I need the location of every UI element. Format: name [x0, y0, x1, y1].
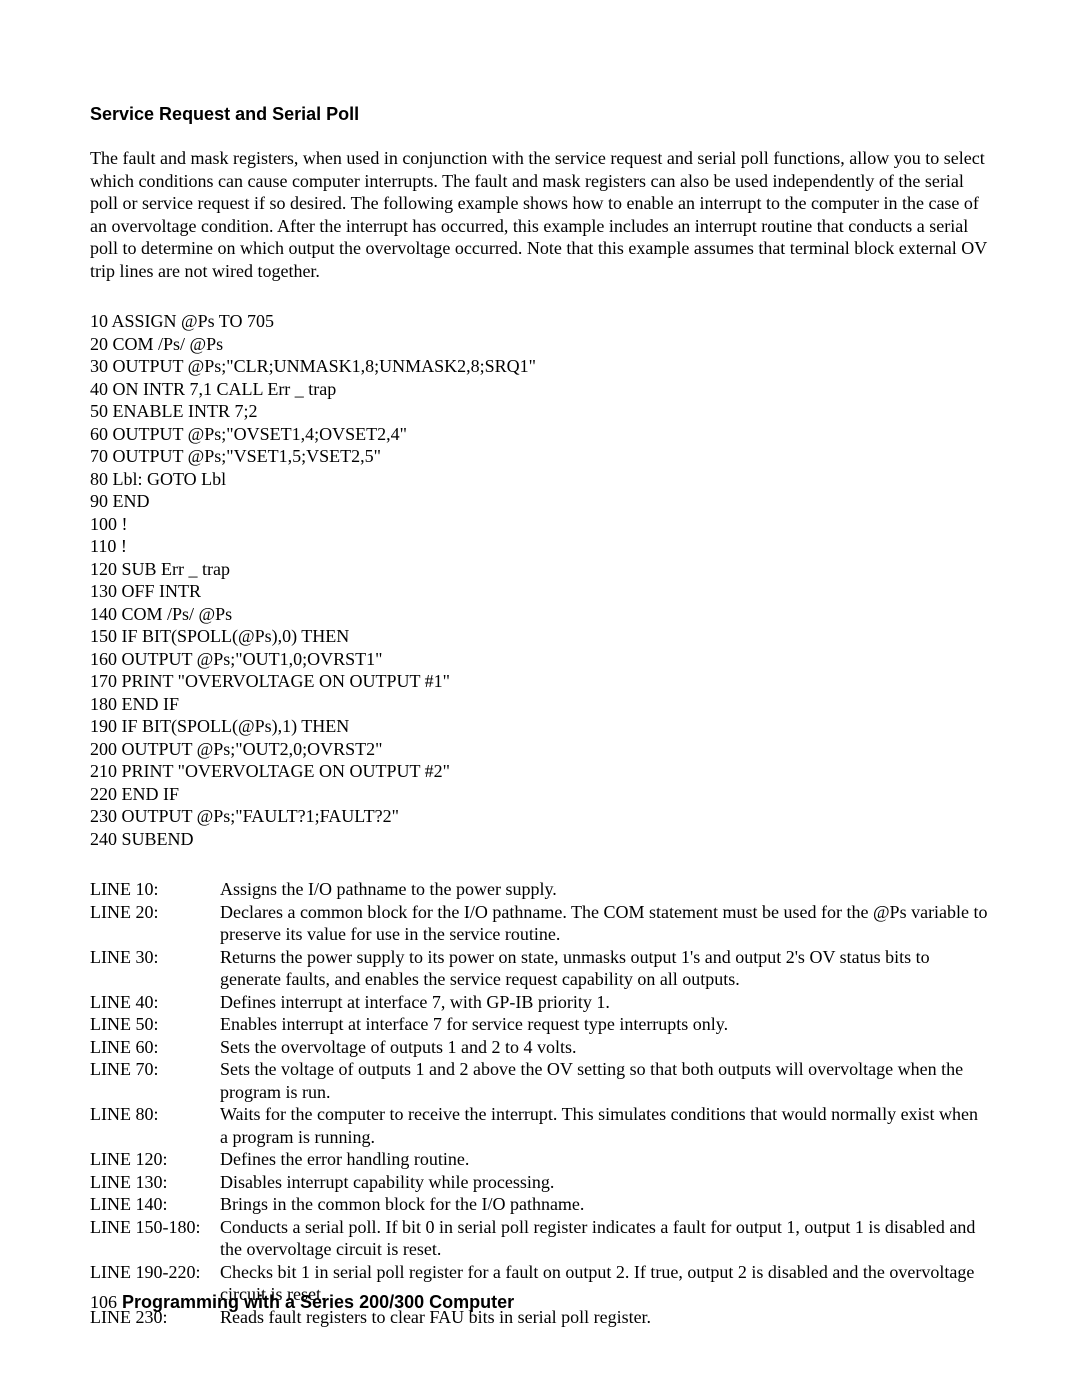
page-number: 106 [90, 1292, 117, 1312]
section-heading: Service Request and Serial Poll [90, 104, 990, 125]
description-label: LINE 30: [90, 946, 220, 969]
code-line: 70 OUTPUT @Ps;"VSET1,5;VSET2,5" [90, 445, 990, 468]
code-line: 240 SUBEND [90, 828, 990, 851]
description-text: Conducts a serial poll. If bit 0 in seri… [220, 1216, 990, 1261]
intro-paragraph: The fault and mask registers, when used … [90, 147, 990, 282]
code-line: 200 OUTPUT @Ps;"OUT2,0;OVRST2" [90, 738, 990, 761]
page-content: Service Request and Serial Poll The faul… [0, 0, 1080, 1388]
description-text: Assigns the I/O pathname to the power su… [220, 878, 990, 901]
description-text: Defines interrupt at interface 7, with G… [220, 991, 990, 1014]
code-line: 150 IF BIT(SPOLL(@Ps),0) THEN [90, 625, 990, 648]
description-text: Sets the voltage of outputs 1 and 2 abov… [220, 1058, 990, 1103]
page-footer: 106 Programming with a Series 200/300 Co… [90, 1292, 514, 1313]
description-row: LINE 50:Enables interrupt at interface 7… [90, 1013, 990, 1036]
description-row: LINE 80:Waits for the computer to receiv… [90, 1103, 990, 1148]
code-line: 10 ASSIGN @Ps TO 705 [90, 310, 990, 333]
code-line: 100 ! [90, 513, 990, 536]
description-label: LINE 70: [90, 1058, 220, 1081]
description-row: LINE 60:Sets the overvoltage of outputs … [90, 1036, 990, 1059]
description-label: LINE 140: [90, 1193, 220, 1216]
description-row: LINE 70:Sets the voltage of outputs 1 an… [90, 1058, 990, 1103]
description-text: Sets the overvoltage of outputs 1 and 2 … [220, 1036, 990, 1059]
description-label: LINE 190-220: [90, 1261, 220, 1284]
description-row: LINE 30:Returns the power supply to its … [90, 946, 990, 991]
code-line: 160 OUTPUT @Ps;"OUT1,0;OVRST1" [90, 648, 990, 671]
description-label: LINE 20: [90, 901, 220, 924]
code-line: 30 OUTPUT @Ps;"CLR;UNMASK1,8;UNMASK2,8;S… [90, 355, 990, 378]
description-label: LINE 120: [90, 1148, 220, 1171]
description-label: LINE 10: [90, 878, 220, 901]
description-text: Waits for the computer to receive the in… [220, 1103, 990, 1148]
description-label: LINE 80: [90, 1103, 220, 1126]
code-line: 210 PRINT "OVERVOLTAGE ON OUTPUT #2" [90, 760, 990, 783]
code-line: 230 OUTPUT @Ps;"FAULT?1;FAULT?2" [90, 805, 990, 828]
code-listing: 10 ASSIGN @Ps TO 70520 COM /Ps/ @Ps30 OU… [90, 310, 990, 850]
description-label: LINE 40: [90, 991, 220, 1014]
code-line: 130 OFF INTR [90, 580, 990, 603]
code-line: 20 COM /Ps/ @Ps [90, 333, 990, 356]
code-line: 120 SUB Err _ trap [90, 558, 990, 581]
description-label: LINE 50: [90, 1013, 220, 1036]
description-row: LINE 10:Assigns the I/O pathname to the … [90, 878, 990, 901]
code-line: 110 ! [90, 535, 990, 558]
code-line: 80 Lbl: GOTO Lbl [90, 468, 990, 491]
description-row: LINE 120:Defines the error handling rout… [90, 1148, 990, 1171]
description-text: Returns the power supply to its power on… [220, 946, 990, 991]
description-row: LINE 140:Brings in the common block for … [90, 1193, 990, 1216]
code-line: 40 ON INTR 7,1 CALL Err _ trap [90, 378, 990, 401]
description-text: Declares a common block for the I/O path… [220, 901, 990, 946]
code-line: 90 END [90, 490, 990, 513]
description-text: Brings in the common block for the I/O p… [220, 1193, 990, 1216]
description-row: LINE 150-180:Conducts a serial poll. If … [90, 1216, 990, 1261]
code-line: 140 COM /Ps/ @Ps [90, 603, 990, 626]
description-text: Disables interrupt capability while proc… [220, 1171, 990, 1194]
code-line: 60 OUTPUT @Ps;"OVSET1,4;OVSET2,4" [90, 423, 990, 446]
description-row: LINE 40:Defines interrupt at interface 7… [90, 991, 990, 1014]
line-descriptions: LINE 10:Assigns the I/O pathname to the … [90, 878, 990, 1328]
code-line: 220 END IF [90, 783, 990, 806]
code-line: 190 IF BIT(SPOLL(@Ps),1) THEN [90, 715, 990, 738]
description-label: LINE 130: [90, 1171, 220, 1194]
page-container: Service Request and Serial Poll The faul… [0, 0, 1080, 1397]
code-line: 180 END IF [90, 693, 990, 716]
footer-title: Programming with a Series 200/300 Comput… [117, 1292, 514, 1312]
description-row: LINE 20:Declares a common block for the … [90, 901, 990, 946]
description-label: LINE 150-180: [90, 1216, 220, 1239]
description-label: LINE 60: [90, 1036, 220, 1059]
description-row: LINE 130:Disables interrupt capability w… [90, 1171, 990, 1194]
description-text: Defines the error handling routine. [220, 1148, 990, 1171]
description-text: Enables interrupt at interface 7 for ser… [220, 1013, 990, 1036]
code-line: 170 PRINT "OVERVOLTAGE ON OUTPUT #1" [90, 670, 990, 693]
code-line: 50 ENABLE INTR 7;2 [90, 400, 990, 423]
